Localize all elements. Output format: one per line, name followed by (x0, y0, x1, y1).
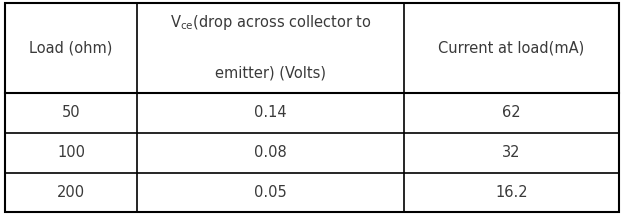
Text: emitter) (Volts): emitter) (Volts) (215, 66, 326, 81)
Text: 62: 62 (502, 105, 521, 120)
Text: 0.08: 0.08 (254, 145, 287, 160)
Text: 100: 100 (57, 145, 85, 160)
Text: Load (ohm): Load (ohm) (29, 40, 113, 55)
Text: 0.14: 0.14 (254, 105, 287, 120)
Text: Current at load(mA): Current at load(mA) (439, 40, 585, 55)
Text: $\mathregular{V_{ce}}$(drop across collector to: $\mathregular{V_{ce}}$(drop across colle… (170, 13, 371, 32)
Text: 200: 200 (57, 185, 85, 200)
Text: 16.2: 16.2 (495, 185, 528, 200)
Text: 50: 50 (62, 105, 80, 120)
Text: 0.05: 0.05 (254, 185, 287, 200)
Text: 32: 32 (502, 145, 521, 160)
